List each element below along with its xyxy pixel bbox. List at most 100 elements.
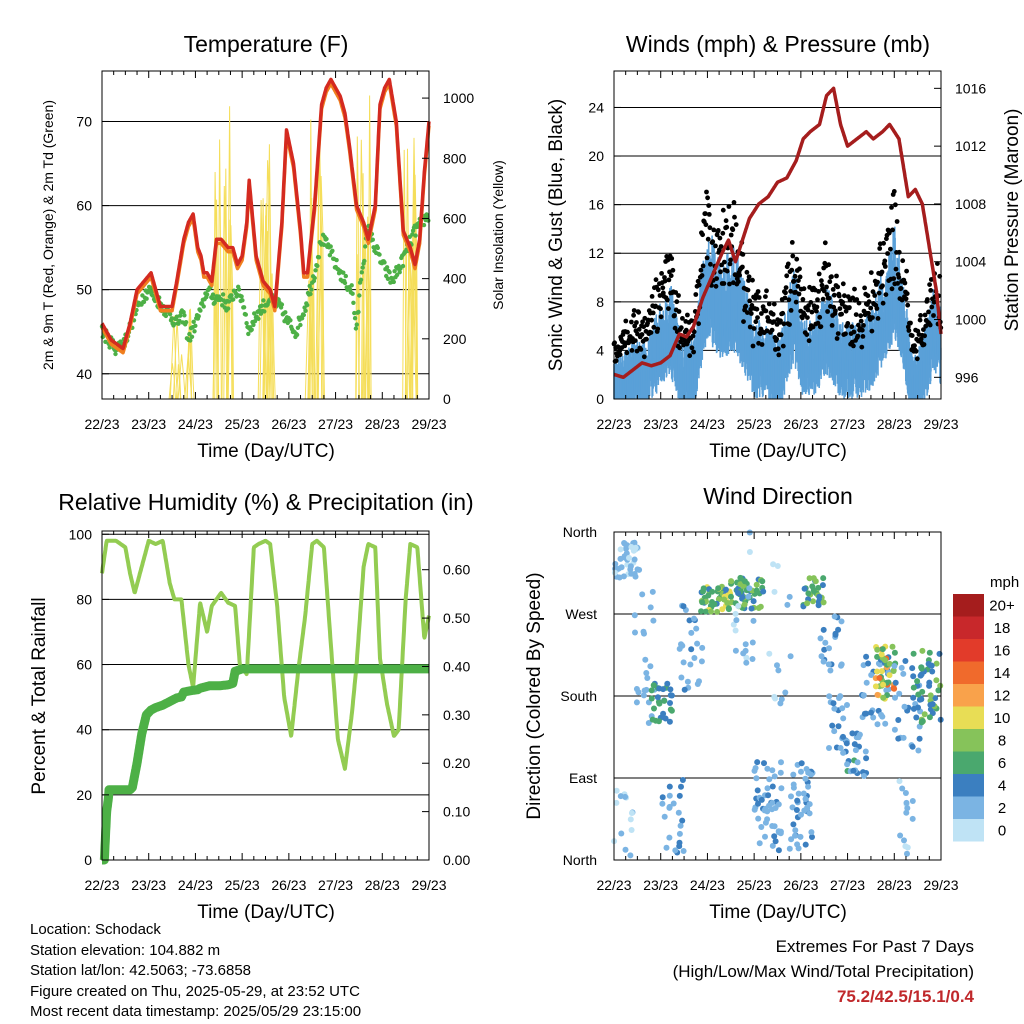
dewpoint-point <box>283 310 288 315</box>
gust-point <box>882 264 888 269</box>
gust-point <box>840 281 846 287</box>
gust-point <box>785 261 791 267</box>
direction-point <box>800 790 807 797</box>
dewpoint-point <box>141 299 147 305</box>
direction-tick-label: South <box>560 688 597 704</box>
solar-insolation-line <box>175 364 181 400</box>
solar-insolation-line <box>172 318 182 400</box>
dewpoint-point <box>295 325 301 330</box>
direction-point <box>633 699 640 706</box>
direction-point <box>649 588 656 595</box>
gust-point <box>693 292 699 297</box>
gust-point <box>906 328 912 333</box>
dewpoint-point <box>241 305 247 310</box>
y-tick-label: 0 <box>84 852 92 868</box>
direction-point <box>775 801 782 808</box>
dewpoint-point <box>334 257 339 263</box>
gust-point <box>925 297 930 302</box>
direction-point <box>746 585 753 592</box>
gust-point <box>874 306 880 311</box>
direction-point <box>808 771 814 778</box>
direction-point <box>932 695 939 702</box>
temperature-ticks: 22/23 23/23 24/23 25/23 26/23 27/23 28/23 29/23… <box>76 71 474 432</box>
direction-point <box>771 773 778 780</box>
gust-point <box>638 347 644 352</box>
gust-point <box>824 284 829 290</box>
direction-point <box>909 665 916 672</box>
colorbar-label: 14 <box>994 665 1011 682</box>
direction-point <box>825 661 832 668</box>
direction-point <box>835 723 842 730</box>
y-tick-label: 100 <box>69 526 93 542</box>
x-tick-label: 28/23 <box>365 877 400 893</box>
dewpoint-point <box>363 244 368 249</box>
gust-point <box>800 297 806 302</box>
gust-point <box>624 350 630 356</box>
dewpoint-point <box>343 273 348 279</box>
gust-point <box>687 353 693 359</box>
gust-point <box>918 313 923 318</box>
dewpoint-point <box>192 329 197 334</box>
gust-point <box>750 277 755 283</box>
direction-point <box>772 838 779 845</box>
dewpoint-point <box>279 302 285 307</box>
x-tick-label: 24/23 <box>690 877 725 893</box>
direction-point <box>879 646 886 653</box>
dewpoint-point <box>210 292 216 297</box>
gust-point <box>766 301 772 307</box>
gust-point <box>700 263 706 269</box>
dewpoint-point <box>353 326 359 331</box>
gust-point <box>730 227 736 233</box>
gust-point <box>674 299 680 305</box>
colorbar-label: 18 <box>994 620 1011 637</box>
direction-point <box>816 593 823 600</box>
direction-point <box>849 730 856 737</box>
gust-point <box>843 331 848 337</box>
direction-point <box>627 816 634 823</box>
direction-tick-label: North <box>563 852 597 868</box>
direction-point <box>863 755 870 762</box>
colorbar-label: 8 <box>998 732 1006 749</box>
y-tick-label: 60 <box>76 657 92 673</box>
dewpoint-point <box>148 285 153 290</box>
dewpoint-point <box>144 296 149 301</box>
gust-point <box>788 288 793 294</box>
direction-point <box>876 675 883 681</box>
direction-point <box>666 803 673 810</box>
direction-point <box>910 650 917 657</box>
direction-point <box>676 792 683 799</box>
dewpoint-point <box>397 270 402 275</box>
gust-point <box>724 268 730 274</box>
y-tick-label: 70 <box>76 113 92 129</box>
x-tick-label: 22/23 <box>596 877 631 893</box>
dewpoint-point <box>309 287 314 292</box>
gust-point <box>670 267 676 273</box>
direction-point <box>621 540 628 546</box>
gust-point <box>636 309 642 315</box>
direction-point <box>878 711 885 718</box>
direction-point <box>897 832 904 839</box>
gust-point <box>824 292 830 297</box>
direction-point <box>680 603 687 610</box>
gust-point <box>927 322 933 328</box>
direction-point <box>795 790 802 797</box>
direction-point <box>679 777 686 783</box>
direction-point <box>865 660 872 667</box>
dewpoint-point <box>204 292 210 297</box>
gust-point <box>882 258 888 264</box>
gust-point <box>853 312 859 317</box>
dewpoint-point <box>392 269 397 274</box>
gust-point <box>819 282 825 288</box>
dewpoint-point <box>246 331 251 337</box>
gust-point <box>650 310 656 316</box>
gust-point <box>753 319 759 325</box>
direction-point <box>902 790 909 796</box>
solar-insolation-series <box>168 95 419 400</box>
direction-point <box>740 650 747 657</box>
dewpoint-point <box>324 236 329 242</box>
direction-point <box>874 691 881 698</box>
figure-created: Figure created on Thu, 2025-05-29, at 23… <box>30 982 360 1000</box>
wind-direction-points <box>611 529 944 859</box>
dewpoint-point <box>360 265 365 270</box>
direction-point <box>891 663 898 669</box>
